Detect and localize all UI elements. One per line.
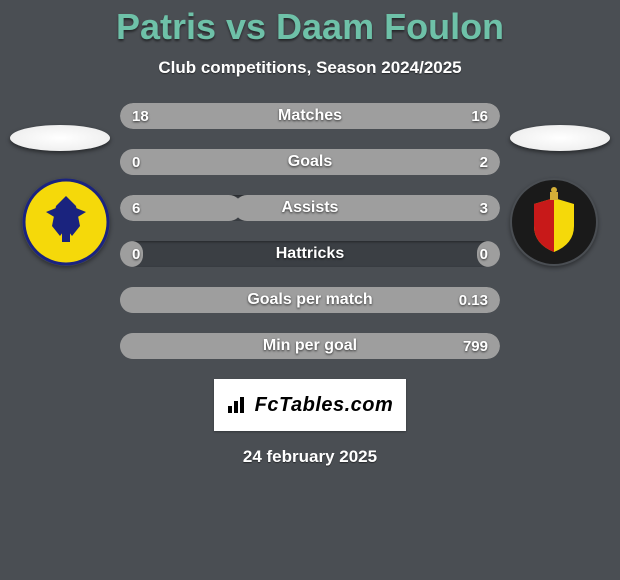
stat-bar: 799Min per goal xyxy=(120,333,500,359)
stat-label: Matches xyxy=(120,103,500,129)
brand-box[interactable]: FcTables.com xyxy=(214,379,406,431)
stat-bar: 63Assists xyxy=(120,195,500,221)
stat-bar: 1816Matches xyxy=(120,103,500,129)
page-root: Patris vs Daam Foulon Club competitions,… xyxy=(0,0,620,580)
stat-label: Hattricks xyxy=(120,241,500,267)
stat-bar: 00Hattricks xyxy=(120,241,500,267)
stats-container: 1816Matches 02Goals 63Assists 00Hattricks 0.… xyxy=(0,103,620,359)
stat-label: Min per goal xyxy=(120,333,500,359)
stat-label: Assists xyxy=(120,195,500,221)
date-label: 24 february 2025 xyxy=(0,447,620,467)
stat-bar: 0.13Goals per match xyxy=(120,287,500,313)
brand-bars-icon xyxy=(227,396,249,414)
stat-bars: 1816Matches 02Goals 63Assists 00Hattricks 0.… xyxy=(120,103,500,359)
stat-label: Goals per match xyxy=(120,287,500,313)
stat-label: Goals xyxy=(120,149,500,175)
subtitle: Club competitions, Season 2024/2025 xyxy=(0,58,620,78)
brand-text: FcTables.com xyxy=(227,394,394,417)
brand-label: FcTables.com xyxy=(255,394,394,417)
page-title: Patris vs Daam Foulon xyxy=(0,0,620,48)
stat-bar: 02Goals xyxy=(120,149,500,175)
